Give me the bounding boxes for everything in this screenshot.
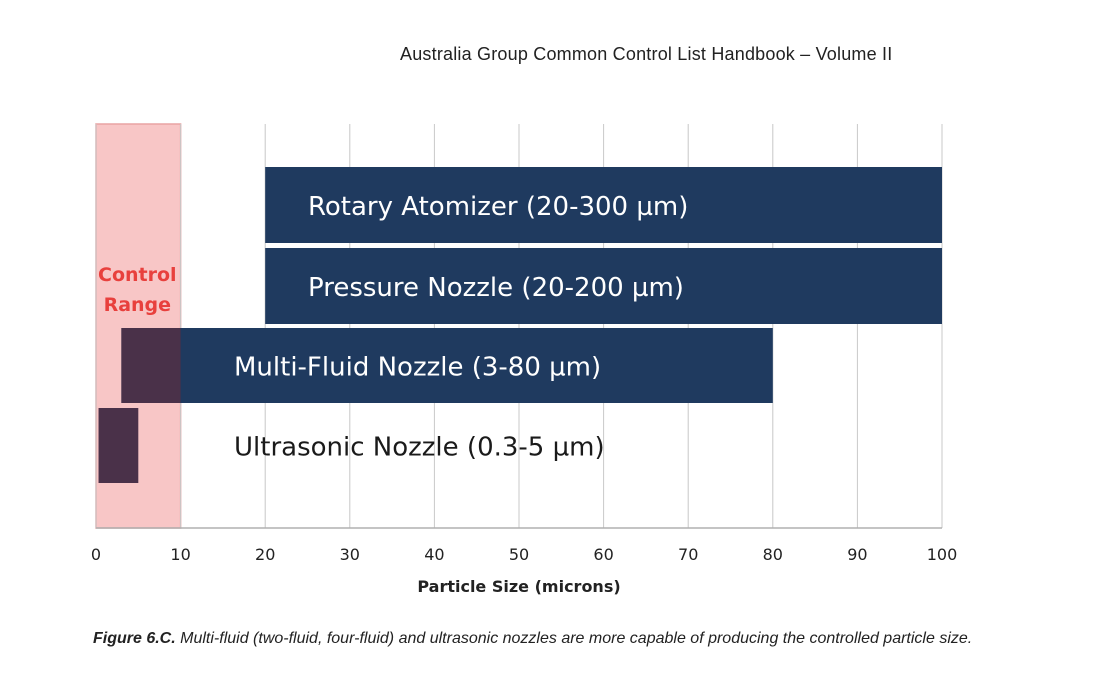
control-range-label-0: Control — [98, 264, 177, 286]
bar-label-3: Ultrasonic Nozzle (0.3-5 µm) — [234, 433, 605, 463]
bar-label-1: Pressure Nozzle (20-200 µm) — [308, 273, 684, 303]
x-tick-label-70: 70 — [678, 545, 698, 564]
x-tick-label-40: 40 — [424, 545, 444, 564]
x-tick-label-100: 100 — [927, 545, 958, 564]
x-tick-label-60: 60 — [593, 545, 613, 564]
bar-0 — [265, 167, 942, 243]
particle-size-chart: Rotary Atomizer (20-300 µm) Pressure Nozz… — [91, 123, 958, 596]
x-tick-label-10: 10 — [170, 545, 190, 564]
x-tick-label-20: 20 — [255, 545, 275, 564]
figure-caption: Figure 6.C. Multi-fluid (two-fluid, four… — [93, 629, 973, 648]
bar-label-2: Multi-Fluid Nozzle (3-80 µm) — [234, 353, 601, 383]
bar-label-0: Rotary Atomizer (20-300 µm) — [308, 192, 688, 222]
x-tick-label-0: 0 — [91, 545, 101, 564]
x-tick-label-30: 30 — [340, 545, 360, 564]
bar-3 — [98, 408, 139, 483]
bar-1 — [265, 248, 942, 324]
x-tick-label-80: 80 — [763, 545, 783, 564]
bar-2-overlap — [121, 328, 181, 403]
caption-text: Multi-fluid (two-fluid, four-fluid) and … — [175, 630, 973, 647]
control-range-label-1: Range — [104, 294, 171, 316]
figure-label: Figure 6.C. — [93, 630, 176, 647]
x-tick-label-90: 90 — [847, 545, 867, 564]
bar-2 — [121, 328, 773, 403]
x-axis-label: Particle Size (microns) — [417, 577, 620, 596]
running-header: Australia Group Common Control List Hand… — [400, 44, 893, 64]
x-tick-label-50: 50 — [509, 545, 529, 564]
